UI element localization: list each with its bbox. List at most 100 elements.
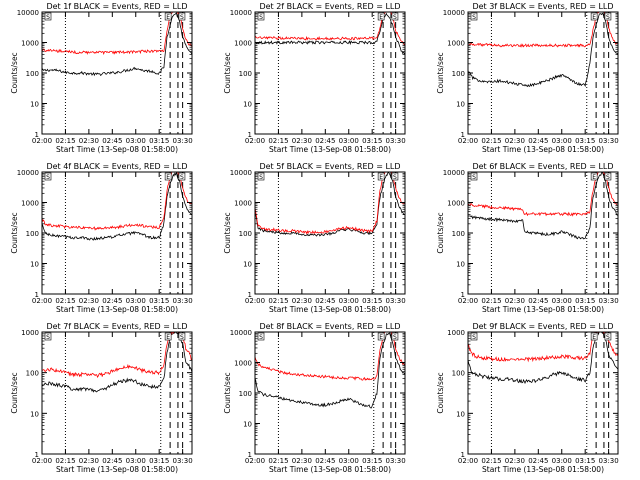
lld-series-line — [42, 332, 192, 378]
plot-frame — [467, 331, 619, 455]
y-axis-label: Counts/sec — [223, 372, 232, 413]
x-tick-label: 03:00 — [339, 457, 359, 465]
x-axis-label: Start Time (13-Sep-08 01:58:00) — [56, 465, 178, 474]
marker-letter-box — [391, 172, 399, 181]
plot-frame — [254, 11, 406, 135]
marker-letter: S — [393, 14, 397, 21]
x-tick-label: 03:00 — [552, 137, 572, 145]
y-tick-label: 100 — [26, 230, 39, 238]
events-series-line — [42, 172, 192, 241]
x-tick-label: 03:30 — [599, 137, 619, 145]
x-tick-label: 02:00 — [245, 457, 265, 465]
x-tick-label: 02:15 — [481, 457, 501, 465]
x-tick-label: 02:45 — [528, 137, 548, 145]
marker-letter-box — [164, 172, 172, 181]
x-tick-label: 03:15 — [362, 457, 382, 465]
y-tick-label: 1 — [35, 451, 39, 459]
x-tick-label: 02:45 — [102, 297, 122, 305]
x-tick-label: 02:15 — [481, 297, 501, 305]
y-tick-label: 100 — [452, 370, 465, 378]
y-tick-label: 10 — [243, 101, 252, 109]
x-tick-label: 02:00 — [32, 297, 52, 305]
x-tick-label: 02:15 — [481, 137, 501, 145]
events-series-line — [255, 12, 405, 55]
y-tick-label: 10 — [456, 410, 465, 418]
marker-letter: S — [472, 14, 476, 21]
x-tick-label: 02:30 — [79, 137, 99, 145]
marker-letter-box — [391, 332, 399, 341]
y-tick-label: 1 — [248, 451, 252, 459]
x-tick-label: 02:15 — [55, 457, 75, 465]
y-tick-label: 100 — [239, 390, 252, 398]
marker-letter-box — [604, 172, 612, 181]
y-tick-label: 10 — [456, 261, 465, 269]
x-tick-label: 02:45 — [102, 137, 122, 145]
x-tick-label: 02:15 — [268, 297, 288, 305]
marker-letter-box — [178, 12, 186, 21]
y-tick-label: 1000 — [447, 329, 465, 337]
x-tick-label: 02:30 — [292, 137, 312, 145]
marker-letter: S — [180, 334, 184, 341]
x-tick-label: 02:45 — [528, 297, 548, 305]
y-axis-label: Counts/sec — [436, 372, 445, 413]
lld-series-line — [468, 12, 618, 48]
chart-title: Det 7f BLACK = Events, RED = LLD — [46, 322, 187, 331]
x-tick-label: 02:00 — [32, 457, 52, 465]
x-tick-label: 03:30 — [173, 297, 193, 305]
chart-title: Det 9f BLACK = Events, RED = LLD — [472, 322, 613, 331]
events-series-line — [42, 12, 192, 77]
marker-letter-box — [470, 172, 478, 181]
x-tick-label: 03:00 — [552, 297, 572, 305]
events-series-line — [468, 332, 618, 385]
x-axis-label: Start Time (13-Sep-08 01:58:00) — [56, 305, 178, 314]
x-tick-label: 03:00 — [339, 137, 359, 145]
x-tick-label: 03:30 — [386, 137, 406, 145]
y-tick-label: 1000 — [447, 40, 465, 48]
x-tick-label: 03:15 — [362, 137, 382, 145]
chart-panel-4: Det 4f BLACK = Events, RED = LLD 1 10 100 10… — [10, 162, 193, 314]
x-tick-label: 02:30 — [505, 297, 525, 305]
marker-letter-box — [470, 12, 478, 21]
x-tick-label: 03:30 — [599, 297, 619, 305]
x-tick-label: 02:30 — [505, 137, 525, 145]
marker-letter-box — [44, 12, 52, 21]
x-tick-label: 02:30 — [292, 457, 312, 465]
x-axis-label: Start Time (13-Sep-08 01:58:00) — [269, 145, 391, 154]
chart-panel-2: Det 2f BLACK = Events, RED = LLD 1 10 100 10… — [223, 2, 406, 154]
x-tick-label: 02:15 — [268, 457, 288, 465]
chart-title: Det 8f BLACK = Events, RED = LLD — [259, 322, 400, 331]
chart-panel-8: Det 8f BLACK = Events, RED = LLD 1 10 100 10… — [223, 322, 406, 474]
lld-series-line — [255, 332, 405, 381]
marker-letter-box — [44, 172, 52, 181]
x-tick-label: 03:30 — [386, 457, 406, 465]
marker-letter-box — [590, 12, 598, 21]
chart-panel-1: Det 1f BLACK = Events, RED = LLD 1 10 100 10… — [10, 2, 193, 154]
marker-letter-box — [377, 332, 385, 341]
y-tick-label: 100 — [239, 230, 252, 238]
lld-series-line — [468, 172, 618, 217]
y-tick-label: 1 — [461, 291, 465, 299]
chart-title: Det 6f BLACK = Events, RED = LLD — [472, 162, 613, 171]
marker-letter-box — [257, 12, 265, 21]
y-tick-label: 10 — [30, 101, 39, 109]
x-tick-label: 03:15 — [149, 137, 169, 145]
x-tick-label: 02:00 — [245, 137, 265, 145]
marker-letter-box — [178, 332, 186, 341]
y-tick-label: 100 — [26, 70, 39, 78]
x-tick-label: 02:30 — [292, 297, 312, 305]
y-axis-label: Counts/sec — [10, 372, 19, 413]
chart-panel-5: Det 5f BLACK = Events, RED = LLD 1 10 100 10… — [223, 162, 406, 314]
x-tick-label: 02:15 — [55, 297, 75, 305]
plot-frame — [467, 11, 619, 135]
marker-letter-box — [391, 12, 399, 21]
x-tick-label: 02:00 — [32, 137, 52, 145]
y-tick-label: 1000 — [234, 200, 252, 208]
x-tick-label: 03:00 — [126, 457, 146, 465]
chart-panel-6: Det 6f BLACK = Events, RED = LLD 1 10 100 10… — [436, 162, 619, 314]
marker-letter: E — [592, 334, 596, 341]
marker-letter-box — [44, 332, 52, 341]
marker-letter-box — [604, 332, 612, 341]
marker-letter: S — [46, 334, 50, 341]
chart-panel-3: Det 3f BLACK = Events, RED = LLD 1 10 100 10… — [436, 2, 619, 154]
y-tick-label: 10000 — [17, 9, 39, 17]
